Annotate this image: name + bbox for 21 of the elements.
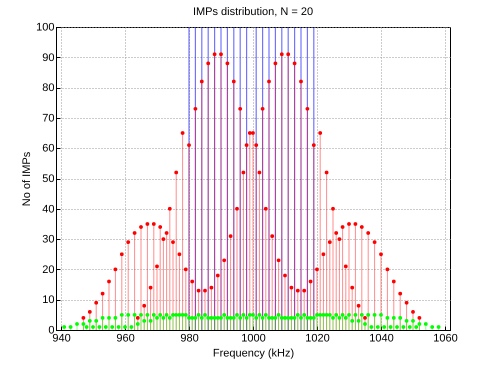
y-tick-label: 20	[42, 264, 54, 276]
chart-title: IMPs distribution, N = 20	[192, 6, 314, 18]
x-tick-label: 980	[180, 332, 199, 344]
x-tick-label: 1000	[241, 332, 266, 344]
y-tick-label: 100	[36, 22, 54, 34]
x-tick-label: 1060	[433, 332, 458, 344]
y-tick-label: 80	[42, 82, 54, 94]
x-axis-title: Frequency (kHz)	[212, 348, 294, 360]
y-tick-label: 70	[42, 112, 54, 124]
y-axis-title: No of IMPs	[21, 151, 34, 206]
y-tick-label: 60	[42, 142, 54, 155]
y-tick-label: 10	[42, 294, 54, 306]
x-tick-label: 940	[52, 332, 71, 344]
x-tick-label: 1020	[305, 332, 330, 344]
y-tick-label: 30	[42, 234, 54, 246]
y-tick-label: 50	[42, 173, 54, 185]
y-tick-label: 40	[42, 203, 54, 216]
y-tick-label: 0	[48, 324, 54, 336]
y-tick-label: 90	[42, 52, 54, 64]
x-tick-label: 960	[116, 332, 135, 344]
x-tick-label: 1040	[369, 332, 394, 344]
